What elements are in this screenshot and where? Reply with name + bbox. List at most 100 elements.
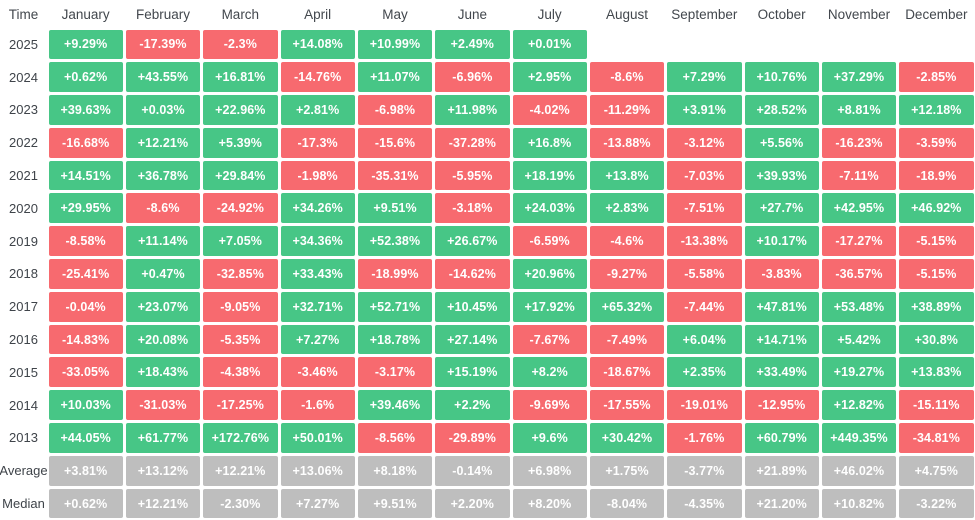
return-cell: -2.30% <box>203 488 278 519</box>
return-cell: -37.28% <box>435 127 510 158</box>
return-cell: -4.02% <box>512 95 587 125</box>
cell-slot: +13.12% <box>124 454 201 487</box>
return-cell: +43.55% <box>125 62 201 93</box>
table-row: Average +3.81% +13.12% +12.21% +13.06% +8.18%… <box>0 454 975 487</box>
return-cell: +0.47% <box>125 259 201 289</box>
return-cell: +38.89% <box>899 291 974 322</box>
return-cell: -14.76% <box>280 62 355 93</box>
return-cell: +16.81% <box>203 62 278 93</box>
return-cell: +14.51% <box>48 160 123 191</box>
table-row: 2018 -25.41% +0.47% -32.85% +33.43% -18.99% -1… <box>0 258 975 291</box>
return-cell: -15.6% <box>357 127 433 158</box>
return-cell: -33.05% <box>48 357 123 388</box>
cell-slot: -7.67% <box>511 323 588 356</box>
return-cell: -9.27% <box>589 259 665 289</box>
cell-slot: +2.2% <box>434 389 511 422</box>
cell-slot: +10.45% <box>434 290 511 323</box>
return-cell: +13.06% <box>280 455 355 486</box>
cell-slot: -16.23% <box>820 126 897 159</box>
return-cell: +27.7% <box>744 193 819 224</box>
cell-slot: +47.81% <box>743 290 820 323</box>
cell-slot: +21.89% <box>743 454 820 487</box>
cell-slot: -17.3% <box>279 126 356 159</box>
return-cell: +19.27% <box>821 357 897 388</box>
cell-slot: -5.95% <box>434 159 511 192</box>
return-cell: +8.2% <box>512 357 587 388</box>
cell-slot: -9.05% <box>202 290 279 323</box>
cell-slot: +2.49% <box>434 28 511 61</box>
cell-slot: -8.6% <box>588 61 665 94</box>
return-cell: +10.17% <box>744 226 819 257</box>
return-cell: +65.32% <box>589 291 665 322</box>
cell-slot: +4.75% <box>898 454 975 487</box>
cell-slot: +27.14% <box>434 323 511 356</box>
return-cell: -17.25% <box>203 390 278 421</box>
cell-slot: +5.42% <box>820 323 897 356</box>
return-cell: +44.05% <box>48 423 123 453</box>
cell-slot: +22.96% <box>202 94 279 127</box>
cell-slot: +27.7% <box>743 192 820 225</box>
cell-slot: +10.03% <box>47 389 124 422</box>
cell-slot: -8.58% <box>47 225 124 258</box>
cell-slot: +12.21% <box>124 126 201 159</box>
return-cell: +449.35% <box>821 423 897 453</box>
cell-slot: -6.98% <box>356 94 433 127</box>
table-header: Time January February March April May June July… <box>0 0 975 28</box>
return-cell: +61.77% <box>125 423 201 453</box>
cell-slot: -17.39% <box>124 28 201 61</box>
return-cell: +10.03% <box>48 390 123 421</box>
cell-slot: -6.96% <box>434 61 511 94</box>
column-header-month: October <box>757 6 806 22</box>
return-cell: +26.67% <box>435 226 510 257</box>
return-cell: +39.46% <box>357 390 433 421</box>
cell-slot: -7.03% <box>666 159 743 192</box>
return-cell: -8.58% <box>48 226 123 257</box>
return-cell: +1.75% <box>589 455 665 486</box>
return-cell: +29.84% <box>203 160 278 191</box>
column-header-month: July <box>537 6 562 22</box>
return-cell: +6.04% <box>667 324 742 355</box>
cell-slot: +46.02% <box>820 454 897 487</box>
cell-slot: -14.76% <box>279 61 356 94</box>
return-cell: +3.81% <box>48 455 123 486</box>
cell-slot: -3.46% <box>279 356 356 389</box>
cell-slot: -14.62% <box>434 258 511 291</box>
row-label: Median <box>2 496 45 512</box>
cell-slot: -33.05% <box>47 356 124 389</box>
return-cell: +24.03% <box>512 193 587 224</box>
cell-slot: +20.08% <box>124 323 201 356</box>
cell-slot: -7.51% <box>666 192 743 225</box>
cell-slot: +39.46% <box>356 389 433 422</box>
cell-slot: +3.81% <box>47 454 124 487</box>
row-label: 2023 <box>9 102 38 118</box>
return-cell: -14.83% <box>48 324 123 355</box>
return-cell: -4.6% <box>589 226 665 257</box>
cell-slot <box>588 28 665 61</box>
column-header-month: April <box>304 6 332 22</box>
return-cell: +0.03% <box>125 95 201 125</box>
return-cell: +34.26% <box>280 193 355 224</box>
return-cell: +37.29% <box>821 62 897 93</box>
cell-slot: +20.96% <box>511 258 588 291</box>
cell-slot: +24.03% <box>511 192 588 225</box>
return-cell: +9.51% <box>357 193 433 224</box>
cell-slot: +9.6% <box>511 422 588 455</box>
return-cell: -9.69% <box>512 390 587 421</box>
table-row: Median +0.62% +12.21% -2.30% +7.27% +9.51% +2.… <box>0 487 975 520</box>
row-label: 2025 <box>9 36 38 52</box>
return-cell: -5.15% <box>899 259 974 289</box>
cell-slot: -3.17% <box>356 356 433 389</box>
cell-slot: +43.55% <box>124 61 201 94</box>
column-header-month: November <box>827 6 891 22</box>
row-label: 2020 <box>9 200 38 216</box>
table-row: 2015 -33.05% +18.43% -4.38% -3.46% -3.17% +15.… <box>0 356 975 389</box>
return-cell: -11.29% <box>589 95 665 125</box>
return-cell: +32.71% <box>280 291 355 322</box>
cell-slot: +0.62% <box>47 61 124 94</box>
cell-slot: +7.27% <box>279 323 356 356</box>
cell-slot: +42.95% <box>820 192 897 225</box>
cell-slot: -17.55% <box>588 389 665 422</box>
cell-slot: +9.51% <box>356 487 433 520</box>
cell-slot: +34.26% <box>279 192 356 225</box>
return-cell: -12.95% <box>744 390 819 421</box>
